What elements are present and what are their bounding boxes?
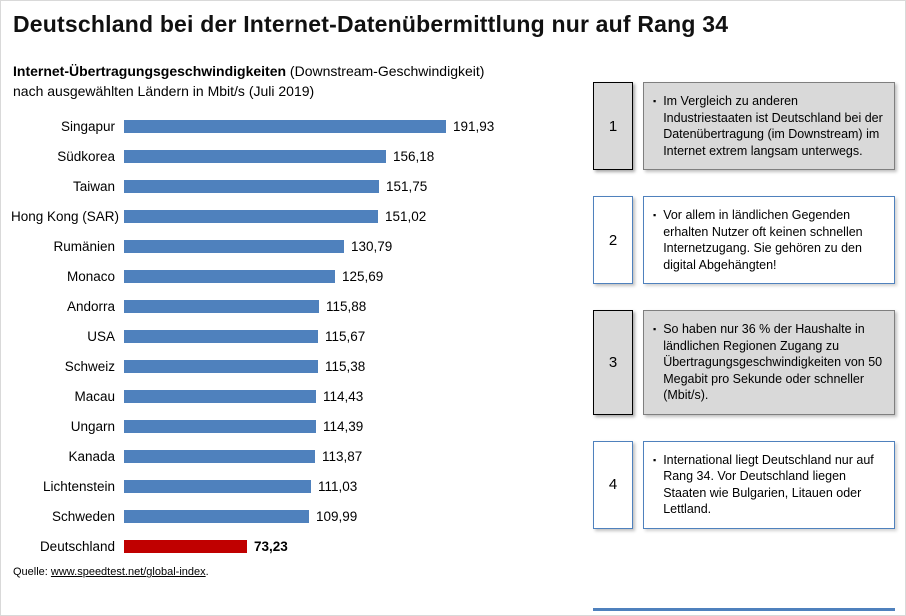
annotation-number: 4 bbox=[593, 440, 633, 529]
chart-row: Taiwan 151,75 bbox=[11, 171, 579, 201]
bar-monaco bbox=[124, 269, 335, 283]
bar-value: 114,43 bbox=[323, 388, 364, 404]
annotation-text-box: ▪ Im Vergleich zu anderen Industriestaate… bbox=[643, 82, 895, 170]
country-label: Deutschland bbox=[39, 538, 115, 554]
chart-subtitle: Internet-Übertragungsgeschwindigkeiten (… bbox=[13, 62, 579, 101]
country-label: Andorra bbox=[66, 298, 115, 314]
bullet-icon: ▪ bbox=[653, 324, 657, 334]
annotation-text: Im Vergleich zu anderen Industriestaaten… bbox=[663, 94, 883, 158]
bar-value: 115,67 bbox=[325, 328, 366, 344]
bar-ungarn bbox=[124, 419, 316, 433]
bar-singapur bbox=[124, 119, 446, 133]
annotation-number: 2 bbox=[593, 196, 633, 284]
chart-row: Rumänien 130,79 bbox=[11, 231, 579, 261]
bar-value: 114,39 bbox=[323, 418, 364, 434]
annotation-number: 1 bbox=[593, 82, 633, 170]
bullet-icon: ▪ bbox=[653, 96, 657, 106]
source-link[interactable]: www.speedtest.net/global-index bbox=[50, 566, 206, 579]
annotation-text-box: ▪ International liegt Deutschland nur auf… bbox=[643, 440, 895, 529]
bar-rumänien bbox=[124, 239, 344, 253]
chart-area: Internet-Übertragungsgeschwindigkeiten (… bbox=[11, 62, 579, 611]
bar-value: 113,87 bbox=[322, 448, 363, 464]
bar-value: 109,99 bbox=[316, 508, 358, 524]
bar-value: 115,88 bbox=[326, 298, 367, 314]
bar-taiwan bbox=[124, 179, 379, 193]
country-label: Südkorea bbox=[57, 148, 115, 164]
annotation-number: 3 bbox=[593, 310, 633, 415]
bar-kanada bbox=[124, 449, 315, 463]
bar-macau bbox=[124, 389, 316, 403]
source-suffix: . bbox=[205, 566, 209, 579]
bar-usa bbox=[124, 329, 318, 343]
annotation-text-box: ▪ So haben nur 36 % der Haushalte in länd… bbox=[643, 310, 895, 415]
bar-value: 111,03 bbox=[318, 478, 358, 494]
chart-row: Hong Kong (SAR) 151,02 bbox=[11, 201, 579, 231]
annotation-4: 4 ▪ International liegt Deutschland nur au… bbox=[593, 440, 895, 529]
annotation-text: Vor allem in ländlichen Gegenden erhalte… bbox=[663, 208, 863, 272]
chart-subtitle-line2: nach ausgewählten Ländern in Mbit/s (Jul… bbox=[13, 82, 315, 99]
chart-subtitle-bold: Internet-Übertragungsgeschwindigkeiten bbox=[13, 63, 287, 79]
country-label: Macau bbox=[74, 388, 115, 404]
chart-row: USA 115,67 bbox=[11, 321, 579, 351]
bar-value: 115,38 bbox=[325, 358, 366, 374]
bar-südkorea bbox=[124, 149, 386, 163]
bar-andorra bbox=[124, 299, 319, 313]
country-label: Ungarn bbox=[70, 418, 115, 434]
source-label: Quelle: bbox=[13, 566, 51, 579]
annotation-text: International liegt Deutschland nur auf … bbox=[663, 452, 874, 517]
bar-deutschland bbox=[124, 539, 247, 553]
bullet-icon: ▪ bbox=[653, 454, 657, 465]
chart-row: Lichtenstein 111,03 bbox=[11, 471, 579, 501]
country-label: Monaco bbox=[66, 268, 115, 284]
bar-schweiz bbox=[124, 359, 318, 373]
bar-value: 191,93 bbox=[453, 118, 495, 134]
chart-rows: Singapur 191,93 Südkorea 156,18 Taiwan 151,75… bbox=[11, 111, 579, 561]
annotation-2: 2 ▪ Vor allem in ländlichen Gegenden erhal… bbox=[593, 196, 895, 284]
annotation-list: 1 ▪ Im Vergleich zu anderen Industriestaat… bbox=[593, 82, 895, 555]
bar-lichtenstein bbox=[124, 479, 311, 493]
country-label: Singapur bbox=[60, 118, 115, 134]
annotation-text-box: ▪ Vor allem in ländlichen Gegenden erhalt… bbox=[643, 196, 895, 284]
chart-row: Schweiz 115,38 bbox=[11, 351, 579, 381]
chart-subtitle-normal: (Downstream-Geschwindigkeit) bbox=[286, 63, 485, 79]
chart-row: Singapur 191,93 bbox=[11, 111, 579, 141]
chart-row: Macau 114,43 bbox=[11, 381, 579, 411]
country-label: Schweiz bbox=[64, 358, 115, 374]
annotation-text: So haben nur 36 % der Haushalte in ländl… bbox=[663, 322, 883, 402]
country-label: Lichtenstein bbox=[42, 478, 115, 494]
country-label: Rumänien bbox=[53, 238, 115, 254]
country-label: Hong Kong (SAR) bbox=[11, 208, 120, 224]
country-label: Schweden bbox=[51, 508, 115, 524]
chart-row: Schweden 109,99 bbox=[11, 501, 579, 531]
page-title: Deutschland bei der Internet-Datenübermi… bbox=[13, 11, 729, 37]
chart-row: Kanada 113,87 bbox=[11, 441, 579, 471]
country-label: Taiwan bbox=[72, 178, 115, 194]
annotation-1: 1 ▪ Im Vergleich zu anderen Industriestaat… bbox=[593, 82, 895, 170]
bottom-accent-line bbox=[593, 608, 895, 611]
chart-row: Deutschland 73,23 bbox=[11, 531, 579, 561]
source-note: Quelle: www.speedtest.net/global-index. bbox=[13, 566, 579, 578]
bar-value: 73,23 bbox=[254, 538, 288, 554]
chart-row: Südkorea 156,18 bbox=[11, 141, 579, 171]
bar-value: 156,18 bbox=[393, 148, 435, 164]
bar-value: 151,02 bbox=[385, 208, 427, 224]
chart-row: Monaco 125,69 bbox=[11, 261, 579, 291]
country-label: USA bbox=[87, 328, 115, 344]
bar-value: 151,75 bbox=[386, 178, 428, 194]
bar-value: 125,69 bbox=[342, 268, 384, 284]
country-label: Kanada bbox=[68, 448, 115, 464]
annotations-column: 1 ▪ Im Vergleich zu anderen Industriestaat… bbox=[593, 62, 895, 611]
bar-value: 130,79 bbox=[351, 238, 393, 254]
bullet-icon: ▪ bbox=[653, 210, 657, 220]
bar-hong-kong-sar bbox=[124, 209, 378, 223]
annotation-3: 3 ▪ So haben nur 36 % der Haushalte in län… bbox=[593, 310, 895, 415]
bar-schweden bbox=[124, 509, 309, 523]
chart-row: Andorra 115,88 bbox=[11, 291, 579, 321]
main-content: Internet-Übertragungsgeschwindigkeiten (… bbox=[11, 62, 895, 611]
chart-row: Ungarn 114,39 bbox=[11, 411, 579, 441]
